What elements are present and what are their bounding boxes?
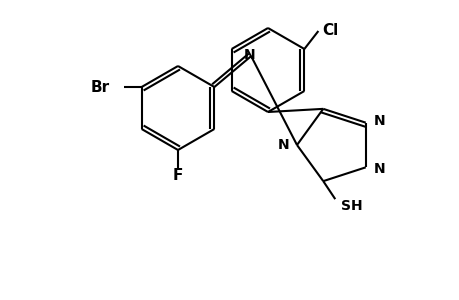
Text: N: N [277,138,288,152]
Text: Cl: Cl [322,23,338,38]
Text: Br: Br [90,80,109,94]
Text: N: N [373,162,385,176]
Text: F: F [173,167,183,182]
Text: N: N [373,114,385,128]
Text: N: N [243,48,254,62]
Text: SH: SH [341,199,362,213]
